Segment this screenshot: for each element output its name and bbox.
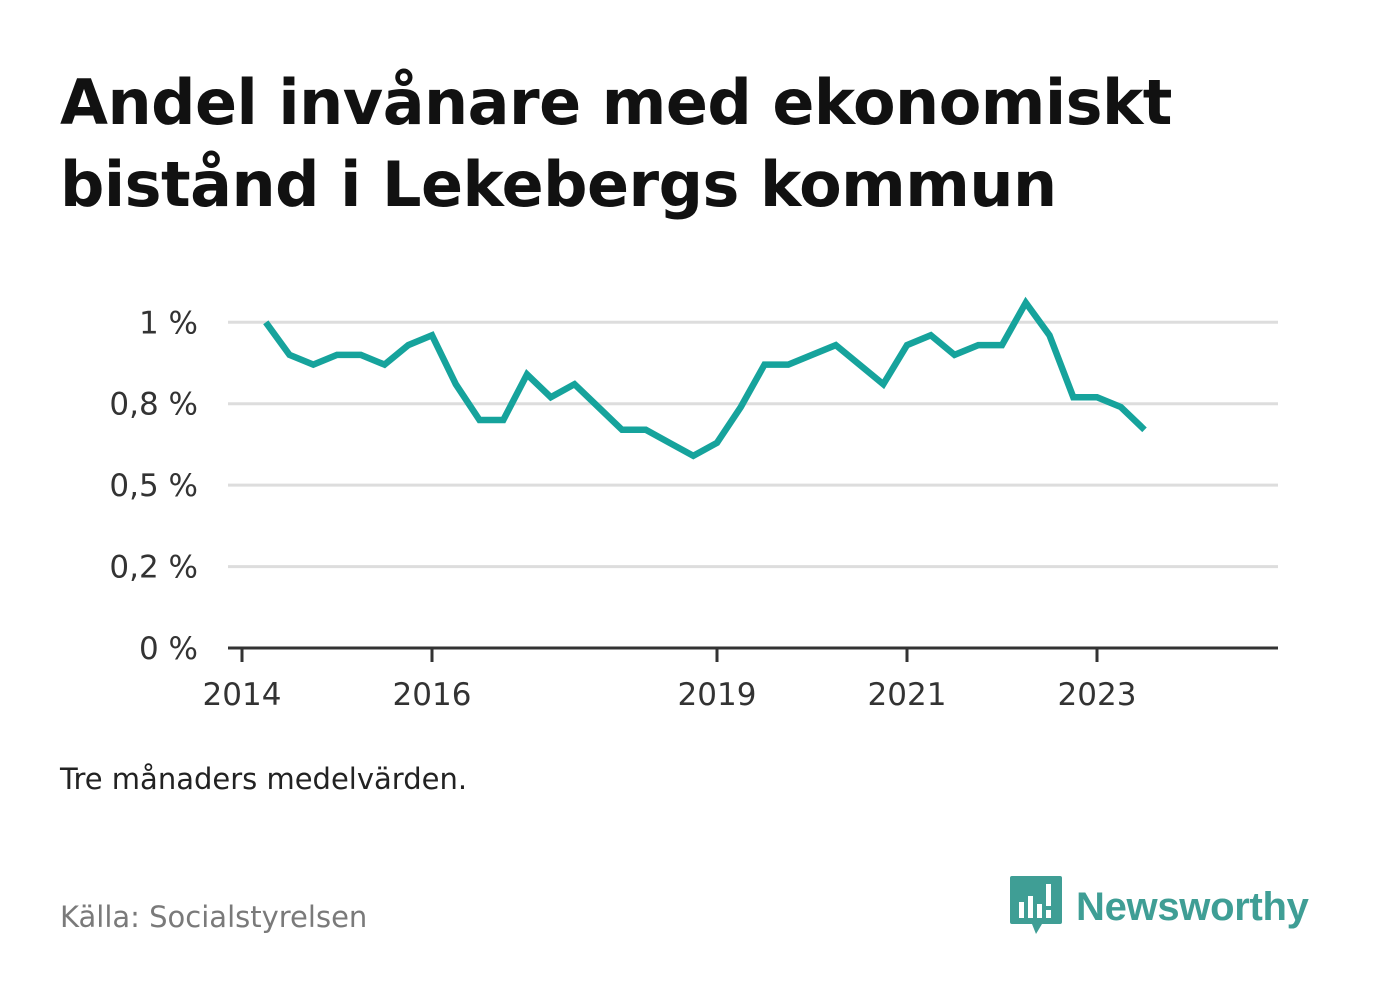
chart-title: Andel invånare med ekonomiskt bistånd i … — [60, 62, 1320, 226]
chart-note: Tre månaders medelvärden. — [60, 762, 468, 796]
y-tick-label: 0,2 % — [109, 550, 198, 586]
data-series-line — [263, 296, 1147, 460]
newsworthy-logo-icon — [1010, 876, 1062, 934]
x-tick-label: 2023 — [1058, 677, 1137, 713]
x-tick-label: 2016 — [393, 677, 472, 713]
y-tick-label: 1 % — [139, 305, 198, 341]
source-label: Källa: Socialstyrelsen — [60, 900, 368, 934]
y-tick-label: 0 % — [139, 631, 198, 667]
x-tick-label: 2021 — [868, 677, 947, 713]
x-tick-label: 2014 — [203, 677, 282, 713]
brand-name: Newsworthy — [1076, 884, 1309, 929]
y-tick-label: 0,8 % — [109, 387, 198, 423]
y-tick-label: 0,5 % — [109, 468, 198, 504]
brand-logo: Newsworthy — [1010, 876, 1309, 938]
chart-title-line-1: Andel invånare med ekonomiskt — [60, 66, 1172, 139]
chart-title-line-2: bistånd i Lekebergs kommun — [60, 148, 1057, 221]
x-tick-label: 2019 — [678, 677, 757, 713]
